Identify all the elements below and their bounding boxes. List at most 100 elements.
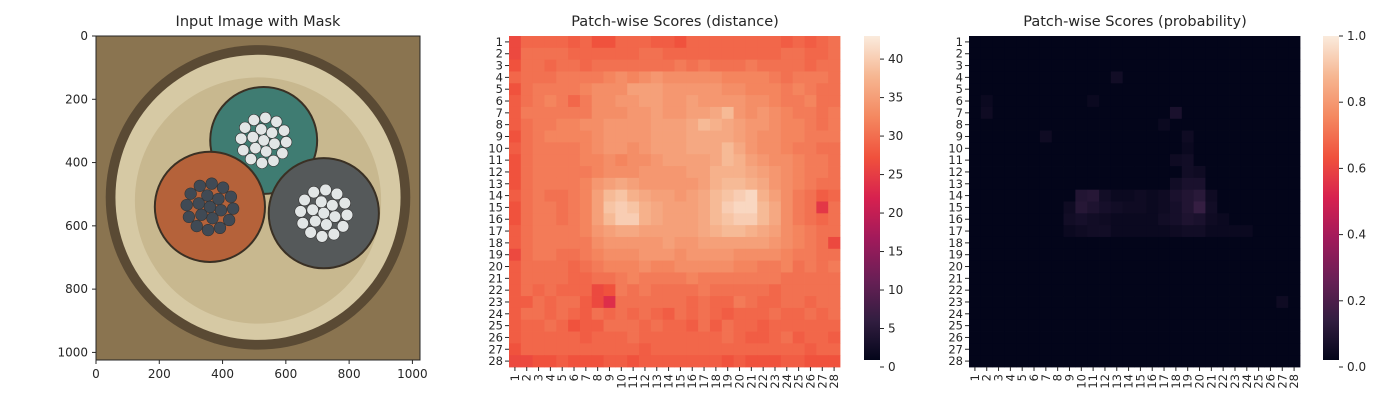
heatmap-cell (1252, 201, 1265, 214)
heatmap-cell (520, 236, 534, 250)
heatmap-cell (639, 36, 652, 49)
heatmap-cell (1240, 95, 1254, 108)
heatmap-cell (1288, 213, 1301, 226)
heatmap-cell (509, 166, 522, 179)
heatmap-cell (1039, 166, 1053, 179)
heatmap-cell (792, 177, 805, 191)
heatmap-cell (1028, 355, 1041, 368)
heatmap-cell (1051, 201, 1064, 214)
strand (202, 223, 215, 237)
heatmap-cell (1229, 331, 1242, 344)
heatmap-cell (1240, 307, 1254, 321)
heatmap-cell (627, 177, 640, 191)
y-tick-label: 27 (948, 342, 963, 356)
heatmap-cell (792, 355, 805, 368)
heatmap-cell (733, 36, 746, 49)
heatmap-cell (627, 201, 640, 214)
heatmap-cell (1158, 83, 1171, 96)
heatmap-cell (757, 307, 770, 321)
heatmap-cell (1288, 355, 1301, 368)
heatmap-cell (1028, 343, 1041, 356)
heatmap-cell (1099, 225, 1112, 238)
y-tick-label: 1000 (57, 345, 88, 359)
heatmap-cell (1240, 166, 1254, 179)
heatmap-cell (1193, 83, 1206, 96)
heatmap-cell (520, 118, 534, 131)
heatmap-cell (1134, 272, 1147, 285)
heatmap-cell (721, 154, 735, 167)
heatmap-cell (650, 213, 664, 226)
heatmap-cell (721, 248, 735, 262)
heatmap-cell (769, 343, 782, 356)
y-tick-label: 24 (488, 307, 503, 321)
heatmap-cell (780, 284, 794, 297)
heatmap-cell (579, 307, 593, 321)
heatmap-cell (816, 154, 829, 167)
heatmap-cell (650, 71, 664, 84)
heatmap-cell (698, 225, 711, 238)
heatmap-cell (721, 213, 735, 226)
heatmap-cell (544, 307, 557, 321)
heatmap-cell (1134, 142, 1147, 155)
x-tick-label: 23 (1228, 374, 1242, 389)
heatmap-cell (745, 71, 758, 84)
heatmap-cell (1276, 343, 1289, 356)
heatmap-cell (745, 95, 758, 108)
heatmap-cell (757, 47, 770, 61)
heatmap-cell (1016, 118, 1029, 131)
heatmap-cell (1016, 284, 1029, 297)
heatmap-cell (509, 307, 522, 321)
heatmap-cell (980, 83, 994, 96)
heatmap-cell (698, 95, 711, 108)
x-tick-label: 5 (1015, 374, 1029, 381)
heatmap-cell (674, 343, 687, 356)
heatmap-cell (1240, 47, 1254, 61)
heatmap-cell (804, 343, 817, 356)
heatmap-cell (1276, 71, 1289, 84)
heatmap-cell (509, 331, 522, 344)
heatmap-cell (698, 355, 711, 368)
heatmap-cell (1264, 59, 1277, 72)
heatmap-cell (1134, 331, 1147, 344)
heatmap-cell (1099, 118, 1112, 131)
strand (340, 208, 354, 222)
heatmap-cell (1276, 236, 1289, 250)
heatmap-cell (662, 213, 675, 226)
heatmap-cell (992, 213, 1005, 226)
distance-heatmap-ticks: 1234567891011121314151617181920212223242… (488, 35, 841, 389)
heatmap-cell (674, 331, 687, 344)
heatmap-cell (980, 331, 994, 344)
heatmap-cell (745, 355, 758, 368)
strand (315, 230, 329, 243)
heatmap-cell (544, 343, 557, 356)
heatmap-cell (1110, 307, 1124, 321)
heatmap-cell (828, 307, 841, 321)
heatmap-cell (520, 343, 534, 356)
heatmap-cell (828, 236, 841, 250)
heatmap-cell (980, 71, 994, 84)
heatmap-cell (1240, 284, 1254, 297)
heatmap-cell (1051, 284, 1064, 297)
heatmap-cell (1122, 343, 1135, 356)
heatmap-cell (1276, 201, 1289, 214)
heatmap-cell (1004, 236, 1017, 250)
heatmap-cell (544, 95, 557, 108)
heatmap-cell (733, 201, 746, 214)
heatmap-cell (1252, 106, 1265, 120)
heatmap-cell (1099, 319, 1112, 332)
heatmap-cell (603, 36, 616, 49)
heatmap-cell (603, 236, 616, 250)
heatmap-cell (733, 189, 746, 202)
heatmap-cell (980, 272, 994, 285)
heatmap-cell (757, 201, 770, 214)
heatmap-cell (709, 272, 723, 285)
heatmap-cell (709, 166, 723, 179)
heatmap-cell (1134, 177, 1147, 191)
heatmap-cell (1288, 272, 1301, 285)
heatmap-cell (816, 59, 829, 72)
y-tick-label: 7 (496, 106, 503, 120)
heatmap-cell (1181, 118, 1195, 131)
heatmap-cell (1217, 213, 1230, 226)
heatmap-cell (509, 272, 522, 285)
